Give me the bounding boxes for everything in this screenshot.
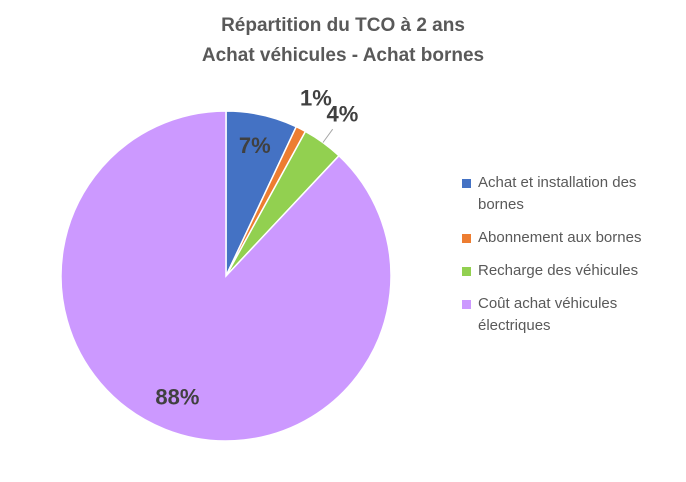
value-label: 4% <box>326 102 358 127</box>
legend-label: Recharge des véhicules <box>478 262 639 279</box>
legend-label: Abonnement aux bornes <box>478 229 642 246</box>
chart-subtitle: Achat véhicules - Achat bornes <box>202 45 484 66</box>
legend: Achat et installation des bornes Abonneme… <box>462 172 682 348</box>
value-label: 1% <box>300 85 332 110</box>
value-label: 88% <box>155 385 199 410</box>
legend-swatch <box>462 179 471 188</box>
legend-item: Coût achat véhicules électriques <box>462 293 682 337</box>
legend-label: Achat et installation des bornes <box>478 174 637 213</box>
leader-line <box>322 128 334 143</box>
value-label: 7% <box>239 133 271 158</box>
legend-swatch <box>462 267 471 276</box>
legend-swatch <box>462 234 471 243</box>
legend-item: Abonnement aux bornes <box>462 227 682 249</box>
legend-swatch <box>462 300 471 309</box>
chart-title: Répartition du TCO à 2 ans <box>221 15 465 36</box>
legend-item: Recharge des véhicules <box>462 260 682 282</box>
legend-item: Achat et installation des bornes <box>462 172 682 216</box>
legend-label: Coût achat véhicules électriques <box>478 295 618 334</box>
pie-slice <box>60 110 392 442</box>
